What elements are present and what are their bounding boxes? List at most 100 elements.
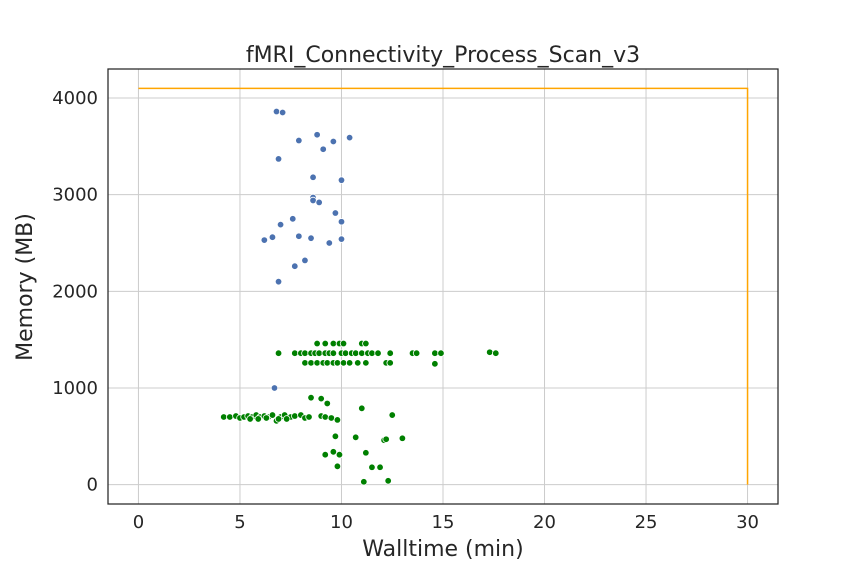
scatter-point-series-1 (333, 359, 342, 367)
scatter-point-series-1 (362, 359, 370, 367)
scatter-point-series-1 (315, 349, 323, 357)
scatter-point-series-1 (431, 360, 439, 368)
scatter-point-series-0 (337, 218, 346, 226)
scatter-point-series-1 (246, 415, 254, 423)
y-tick-label: 2000 (52, 281, 98, 302)
scatter-point-series-0 (260, 236, 269, 244)
scatter-point-series-1 (226, 413, 234, 421)
scatter-point-series-1 (339, 339, 348, 348)
scatter-point-series-0 (313, 131, 321, 139)
scatter-point-series-1 (358, 349, 366, 357)
scatter-point-series-1 (291, 412, 299, 420)
scatter-point-series-1 (220, 413, 228, 421)
y-axis-label: Memory (MB) (13, 213, 38, 361)
scatter-point-series-1 (268, 411, 277, 419)
scatter-point-series-1 (358, 404, 366, 412)
scatter-point-series-1 (333, 416, 342, 424)
grid-lines (108, 69, 778, 504)
scatter-point-series-1 (291, 349, 299, 357)
scatter-point-series-1 (321, 413, 329, 421)
scatter-point-series-0 (270, 384, 279, 392)
x-tick-label: 0 (133, 512, 144, 533)
scatter-point-series-0 (274, 277, 283, 286)
scatter-point-series-1 (354, 359, 362, 367)
x-tick-label: 5 (234, 512, 245, 533)
scatter-point-series-0 (319, 145, 327, 153)
scatter-point-series-0 (295, 136, 303, 145)
scatter-point-series-1 (339, 359, 348, 367)
scatter-point-series-0 (345, 133, 354, 142)
x-tick-label: 30 (736, 512, 759, 533)
scatter-point-series-1 (351, 349, 360, 357)
data-points (220, 107, 500, 486)
scatter-point-series-1 (374, 349, 382, 357)
tick-labels: 0 5 10 15 20 25 30 0 1000 2000 3000 4000 (52, 88, 759, 533)
x-tick-label: 20 (533, 512, 556, 533)
scatter-point-series-1 (262, 414, 271, 422)
scatter-point-series-1 (327, 414, 336, 422)
y-tick-label: 0 (87, 475, 98, 496)
limit-line (138, 87, 749, 485)
scatter-point-series-1 (301, 359, 309, 367)
scatter-point-series-1 (301, 349, 309, 357)
scatter-point-series-1 (388, 411, 396, 419)
scatter-point-series-1 (329, 349, 338, 357)
chart-title: fMRI_Connectivity_Process_Scan_v3 (246, 43, 640, 68)
scatter-point-series-0 (289, 215, 297, 223)
x-axis-label: Walltime (min) (362, 537, 523, 562)
scatter-point-series-1 (351, 433, 360, 441)
scatter-point-series-0 (307, 234, 315, 242)
x-tick-label: 25 (635, 512, 658, 533)
y-tick-label: 1000 (52, 378, 98, 399)
scatter-point-series-1 (254, 415, 262, 423)
scatter-point-series-1 (368, 463, 376, 471)
scatter-point-series-0 (278, 108, 287, 117)
scatter-point-series-1 (376, 463, 384, 471)
scatter-point-series-1 (362, 339, 370, 348)
limit-line-layer (138, 87, 749, 485)
scatter-point-series-1 (282, 415, 291, 423)
scatter-point-series-1 (345, 359, 354, 367)
scatter-point-series-1 (398, 434, 407, 442)
scatter-point-series-1 (386, 349, 394, 357)
scatter-point-series-0 (315, 198, 323, 207)
scatter-point-series-1 (329, 448, 338, 456)
x-tick-label: 15 (432, 512, 455, 533)
plot-frame (107, 68, 779, 505)
scatter-point-series-0 (291, 262, 299, 270)
scatter-point-series-1 (412, 349, 421, 357)
scatter-point-series-0 (272, 107, 281, 116)
scatter-point-series-1 (331, 432, 340, 441)
scatter-point-series-1 (323, 399, 331, 408)
scatter-point-series-1 (307, 393, 315, 402)
scatter-point-series-1 (274, 415, 283, 423)
scatter-point-series-0 (301, 256, 309, 265)
scatter-point-series-1 (382, 435, 390, 443)
scatter-point-series-1 (485, 348, 494, 356)
scatter-point-series-1 (329, 339, 338, 348)
scatter-point-series-0 (268, 233, 277, 241)
scatter-point-series-0 (337, 176, 346, 184)
scatter-point-series-1 (492, 349, 500, 357)
scatter-point-series-1 (431, 349, 439, 357)
y-tick-label: 3000 (52, 185, 98, 206)
scatter-point-series-1 (305, 413, 313, 421)
scatter-point-series-0 (274, 155, 283, 163)
scatter-point-series-0 (309, 196, 317, 205)
scatter-point-series-1 (362, 449, 370, 457)
scatter-point-series-1 (335, 451, 344, 459)
scatter-point-series-0 (276, 220, 285, 229)
scatter-point-series-0 (329, 137, 338, 146)
scatter-point-series-1 (360, 478, 368, 486)
scatter-point-series-1 (333, 462, 342, 470)
scatter-point-series-0 (295, 232, 303, 240)
scatter-point-series-1 (274, 349, 283, 357)
scatter-point-series-1 (368, 349, 376, 357)
scatter-point-series-1 (307, 359, 315, 367)
scatter-point-series-1 (317, 394, 325, 403)
scatter-point-series-1 (313, 339, 321, 348)
scatter-point-series-1 (313, 359, 321, 367)
y-tick-label: 4000 (52, 88, 98, 109)
scatter-point-series-1 (341, 349, 350, 357)
